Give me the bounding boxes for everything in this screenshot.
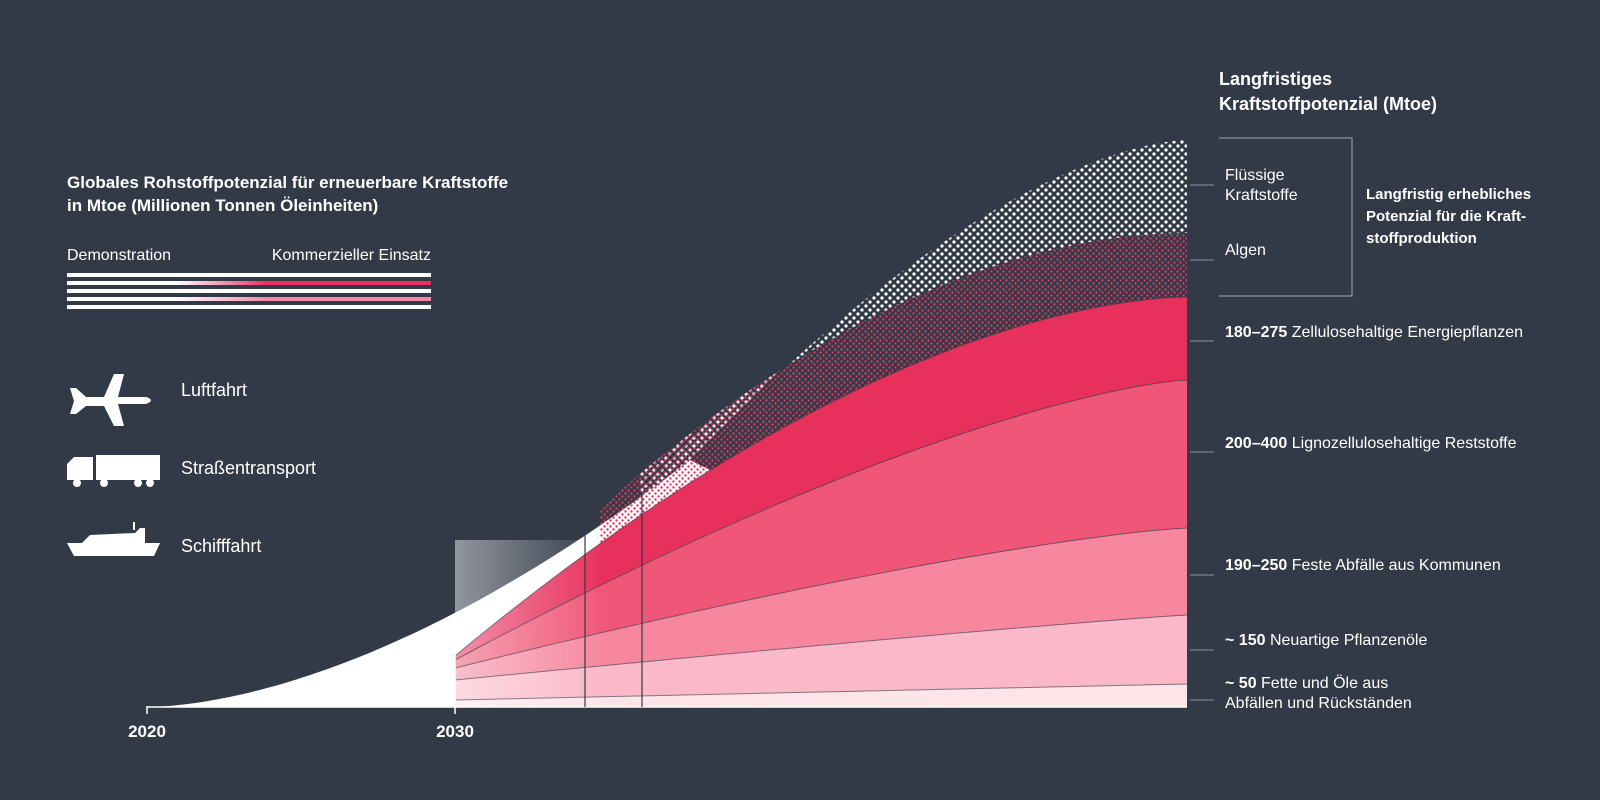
series-label-4: 180–275 Zellulosehaltige Energiepflanzen (1190, 324, 1523, 342)
chart-areas (147, 140, 1188, 708)
series-boundary (454, 614, 1188, 681)
series-name: Abfällen und Rückständen (1225, 695, 1412, 712)
series-area-0 (455, 684, 1187, 707)
series-label-text: Algen (1225, 242, 1266, 259)
series-name: Kraftstoffe (1225, 187, 1298, 204)
series-label-5: Algen (1190, 242, 1266, 261)
legend-stripe (67, 305, 431, 309)
series-label-text: Flüssige (1225, 167, 1285, 184)
series-area-liquid-fuels (640, 140, 1187, 498)
series-label-text: Kraftstoffe (1225, 187, 1298, 204)
right-title-line-1: Langfristiges (1219, 69, 1332, 89)
series-range: 180–275 (1225, 324, 1292, 341)
legend-stripes (67, 273, 431, 309)
right-title-line-2: Kraftstoffpotenzial (Mtoe) (1219, 94, 1437, 114)
chart-title-line-1: Globales Rohstoffpotenzial für erneuerba… (67, 173, 508, 192)
airplane-icon (70, 374, 151, 426)
series-area-algae (600, 233, 1187, 544)
legend-commercial-label: Kommerzieller Einsatz (272, 247, 431, 264)
series-boundary (454, 683, 1188, 701)
series-name: Lignozellulosehaltige Reststoffe (1292, 435, 1517, 452)
series-label-0: ~ 50 Fette und Öle aus Abfällen und Rücks… (1190, 674, 1412, 712)
series-name: Feste Abfälle aus Kommunen (1292, 557, 1501, 574)
series-boundary (454, 527, 1188, 669)
bracket-text-line-3: stoffproduktion (1366, 230, 1477, 247)
series-boundary (454, 296, 1188, 657)
series-name: Flüssige (1225, 167, 1285, 184)
series-boundary (454, 379, 1188, 661)
bracket (1219, 137, 1353, 297)
series-label-6: Flüssige Kraftstoffe (1190, 167, 1298, 204)
legend-stripe (67, 297, 431, 301)
series-labels: ~ 50 Fette und Öle aus Abfällen und Rücks… (1190, 167, 1523, 712)
series-name: Neuartige Pflanzenöle (1270, 632, 1428, 649)
legend-stripe (67, 281, 431, 285)
series-area-2 (455, 528, 1187, 680)
series-range: ~ 50 (1225, 675, 1261, 692)
series-label-3: 200–400 Lignozellulosehaltige Reststoffe (1190, 435, 1517, 453)
series-label-text: 200–400 Lignozellulosehaltige Reststoffe (1225, 435, 1517, 452)
series-label-text: Abfällen und Rückständen (1225, 695, 1412, 712)
series-range: 200–400 (1225, 435, 1292, 452)
ship-icon (67, 522, 160, 556)
chart-title-line-2: in Mtoe (Millionen Tonnen Öleinheiten) (67, 196, 378, 215)
series-label-text: 180–275 Zellulosehaltige Energiepflanzen (1225, 324, 1523, 341)
bracket-text-line-1: Langfristig erhebliches (1366, 186, 1531, 203)
series-name: Zellulosehaltige Energiepflanzen (1292, 324, 1523, 341)
legend-shipping-label: Schifffahrt (181, 536, 261, 556)
legend-stripe (67, 289, 431, 293)
series-area-1 (455, 615, 1187, 700)
series-label-text: ~ 150 Neuartige Pflanzenöle (1225, 632, 1427, 649)
legend-road-label: Straßentransport (181, 458, 316, 478)
legend-demonstration-label: Demonstration (67, 247, 171, 264)
series-label-1: ~ 150 Neuartige Pflanzenöle (1190, 632, 1427, 651)
x-tick-label-2030: 2030 (436, 722, 474, 741)
series-area-4 (455, 297, 1187, 660)
x-tick-label-2020: 2020 (128, 722, 166, 741)
transition-fade (455, 540, 605, 707)
series-name: Algen (1225, 242, 1266, 259)
series-label-text: 190–250 Feste Abfälle aus Kommunen (1225, 557, 1501, 574)
bracket-text-line-2: Potenzial für die Kraft- (1366, 208, 1526, 225)
series-name: Fette und Öle aus (1261, 674, 1388, 692)
legend-stripe (67, 273, 431, 277)
legend-aviation-label: Luftfahrt (181, 380, 247, 400)
series-area-3 (455, 380, 1187, 668)
series-range: ~ 150 (1225, 632, 1270, 649)
truck-icon (67, 455, 160, 487)
series-label-text: ~ 50 Fette und Öle aus (1225, 674, 1388, 692)
series-label-2: 190–250 Feste Abfälle aus Kommunen (1190, 557, 1501, 576)
series-range: 190–250 (1225, 557, 1292, 574)
